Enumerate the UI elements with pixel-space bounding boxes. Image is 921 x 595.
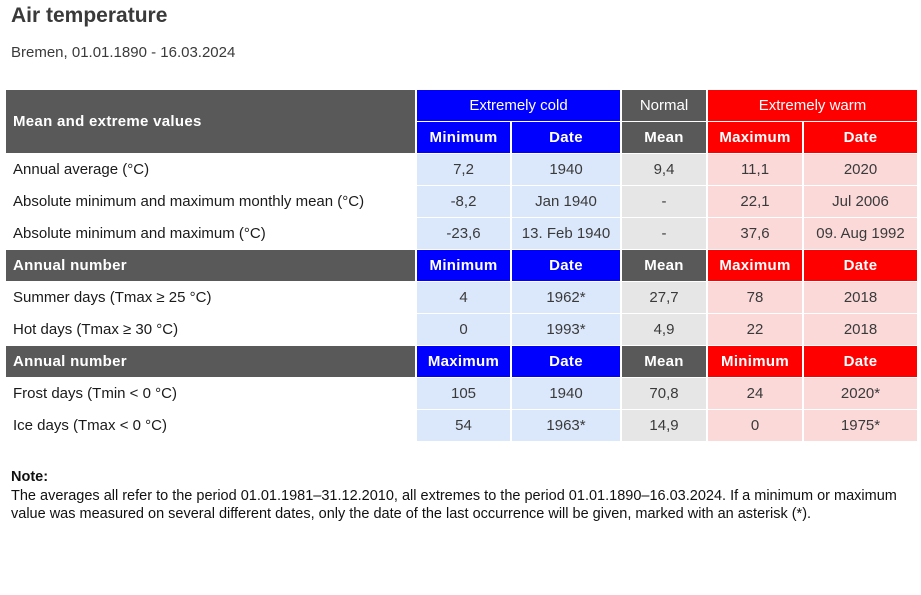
cell-value: 14,9 (622, 410, 706, 441)
table-group-header-row: Mean and extreme values Extremely cold N… (6, 90, 918, 153)
cell-value: 09. Aug 1992 (804, 218, 918, 249)
column-header: Date (804, 122, 918, 153)
cell-value: 7,2 (417, 154, 510, 185)
note-title: Note: (11, 469, 49, 485)
column-header: Date (804, 250, 918, 281)
section-header-row: Annual number Minimum Date Mean Maximum … (6, 250, 918, 281)
column-header: Mean (622, 250, 706, 281)
cell-value: 0 (708, 410, 802, 441)
cell-value: 11,1 (708, 154, 802, 185)
row-label: Hot days (Tmax ≥ 30 °C) (6, 314, 415, 345)
column-header: Maximum (417, 346, 510, 377)
cell-value: 22 (708, 314, 802, 345)
row-label: Ice days (Tmax < 0 °C) (6, 410, 415, 441)
column-header: Date (512, 122, 620, 153)
cell-value: - (622, 186, 706, 217)
cell-value: 27,7 (622, 282, 706, 313)
table-row: Summer days (Tmax ≥ 25 °C) 4 1962* 27,7 … (6, 282, 918, 313)
cell-value: 4,9 (622, 314, 706, 345)
cell-value: 9,4 (622, 154, 706, 185)
cell-value: 54 (417, 410, 510, 441)
row-label: Annual average (°C) (6, 154, 415, 185)
page-subtitle: Bremen, 01.01.1890 - 16.03.2024 (11, 44, 236, 61)
column-header: Date (512, 346, 620, 377)
row-label: Absolute minimum and maximum monthly mea… (6, 186, 415, 217)
column-header: Mean (622, 346, 706, 377)
cell-value: 105 (417, 378, 510, 409)
table-row: Annual average (°C) 7,2 1940 9,4 11,1 20… (6, 154, 918, 185)
cell-value: -23,6 (417, 218, 510, 249)
cell-value: 1940 (512, 378, 620, 409)
table-row: Absolute minimum and maximum monthly mea… (6, 186, 918, 217)
cell-value: 78 (708, 282, 802, 313)
cell-value: -8,2 (417, 186, 510, 217)
page-title: Air temperature (11, 4, 168, 27)
cell-value: 2018 (804, 314, 918, 345)
cell-value: 1993* (512, 314, 620, 345)
cell-value: 2020 (804, 154, 918, 185)
column-header: Maximum (708, 122, 802, 153)
cell-value: 0 (417, 314, 510, 345)
note-text: The averages all refer to the period 01.… (11, 487, 897, 523)
normal-header: Normal (622, 90, 706, 121)
table-column-header-row: Minimum Date Mean Maximum Date (6, 122, 918, 153)
section-title: Annual number (6, 346, 415, 377)
column-header: Minimum (708, 346, 802, 377)
cell-value: Jan 1940 (512, 186, 620, 217)
climate-table: Mean and extreme values Extremely cold N… (4, 89, 919, 442)
cell-value: 37,6 (708, 218, 802, 249)
section-title: Annual number (6, 250, 415, 281)
table-row: Hot days (Tmax ≥ 30 °C) 0 1993* 4,9 22 2… (6, 314, 918, 345)
cell-value: - (622, 218, 706, 249)
note-block: Note: The averages all refer to the peri… (11, 468, 911, 524)
cell-value: 2018 (804, 282, 918, 313)
cell-value: 1940 (512, 154, 620, 185)
column-header: Date (512, 250, 620, 281)
section-header-row: Annual number Maximum Date Mean Minimum … (6, 346, 918, 377)
table-row: Absolute minimum and maximum (°C) -23,6 … (6, 218, 918, 249)
cell-value: Jul 2006 (804, 186, 918, 217)
cell-value: 2020* (804, 378, 918, 409)
cell-value: 4 (417, 282, 510, 313)
cell-value: 1962* (512, 282, 620, 313)
cell-value: 22,1 (708, 186, 802, 217)
cell-value: 70,8 (622, 378, 706, 409)
cell-value: 1975* (804, 410, 918, 441)
row-label: Frost days (Tmin < 0 °C) (6, 378, 415, 409)
extremely-warm-header: Extremely warm (708, 90, 918, 121)
row-label: Absolute minimum and maximum (°C) (6, 218, 415, 249)
extremely-cold-header: Extremely cold (417, 90, 620, 121)
cell-value: 1963* (512, 410, 620, 441)
column-header: Mean (622, 122, 706, 153)
column-header: Minimum (417, 122, 510, 153)
column-header: Date (804, 346, 918, 377)
column-header: Maximum (708, 250, 802, 281)
table-row: Frost days (Tmin < 0 °C) 105 1940 70,8 2… (6, 378, 918, 409)
cell-value: 24 (708, 378, 802, 409)
row-label: Summer days (Tmax ≥ 25 °C) (6, 282, 415, 313)
column-header: Minimum (417, 250, 510, 281)
cell-value: 13. Feb 1940 (512, 218, 620, 249)
table-main-header: Mean and extreme values (6, 90, 415, 153)
table-row: Ice days (Tmax < 0 °C) 54 1963* 14,9 0 1… (6, 410, 918, 441)
